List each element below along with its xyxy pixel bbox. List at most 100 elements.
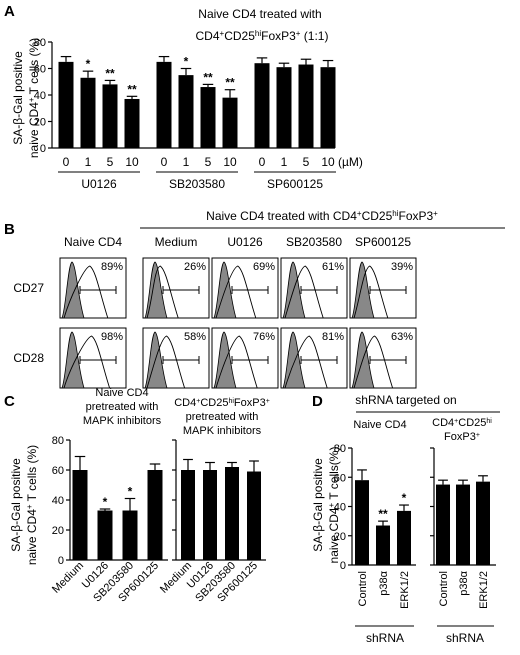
panel-c-left-y-tick-label: 0 — [58, 555, 64, 567]
flow-header: Naive CD4 treated with CD4+CD25hiFoxP3+ — [206, 209, 438, 224]
flow-histogram-cell: 26% — [142, 257, 210, 319]
panel-a-dose-label: 1 — [85, 155, 92, 169]
panel-a-dose-label: 5 — [107, 155, 114, 169]
panel-a-bar — [200, 87, 216, 148]
panel-b: B Naive CD4 treated with CD4+CD25hiFoxP3… — [4, 209, 505, 389]
stained-histogram — [353, 265, 389, 319]
panel-c-left-significance-label: * — [103, 495, 108, 509]
panel-a-dose-label: 1 — [281, 155, 288, 169]
panel-d-left-y-tick-label: 0 — [340, 560, 346, 572]
panel-d-right-category-label: ERK1/2 — [478, 571, 490, 609]
flow-column-header: SP600125 — [355, 235, 411, 249]
panel-c-right-bar — [181, 470, 195, 560]
panel-d-right-title-line1: CD4+CD25hi — [432, 417, 492, 429]
panel-c-left-bar — [97, 510, 113, 560]
stained-histogram — [284, 335, 328, 389]
panel-a-ylabel-line2: naive CD4+ T cells (%) — [27, 38, 42, 158]
panel-c: C Naive CD4 pretreated with MAPK inhibit… — [4, 387, 270, 604]
panel-c-left-y-tick-label: 80 — [52, 435, 64, 447]
panel-a-dose-label: 0 — [161, 155, 168, 169]
panel-a-title-line2: CD4+CD25hiFoxP3+ (1:1) — [196, 29, 329, 44]
panel-d-left-y-tick-label: 80 — [334, 443, 346, 455]
isotype-histogram — [144, 331, 168, 389]
panel-c-right-bar — [225, 467, 239, 560]
flow-percent-label: 63% — [391, 331, 413, 343]
flow-column-header: SB203580 — [286, 235, 342, 249]
panel-a-significance-label: ** — [225, 76, 235, 90]
flow-percent-label: 81% — [322, 331, 344, 343]
flow-histogram-cell: 89% — [59, 257, 127, 319]
flow-histogram-cell: 39% — [349, 257, 417, 319]
flow-column-header: Naive CD4 — [64, 235, 122, 249]
panel-d-left-significance-label: ** — [378, 507, 388, 521]
panel-c-left-y-tick-label: 40 — [52, 495, 64, 507]
panel-d-left-shrna-label: shRNA — [366, 631, 404, 645]
flow-percent-label: 39% — [391, 261, 413, 273]
panel-a-bar — [320, 67, 336, 148]
flow-percent-label: 26% — [184, 261, 206, 273]
panel-c-left-category-label: Medium — [50, 560, 86, 596]
panel-c-right-title-line2: pretreated with — [186, 411, 259, 423]
flow-histogram-cell: 61% — [280, 257, 348, 319]
isotype-histogram — [282, 331, 306, 389]
panel-d-left-category-label: ERK1/2 — [399, 571, 411, 609]
panel-a-significance-label: ** — [105, 66, 115, 80]
panel-a-group-label: SB203580 — [169, 177, 225, 191]
panel-a-bar — [276, 67, 292, 148]
flow-row-label: CD27 — [13, 281, 44, 295]
panel-a-bar — [102, 84, 118, 148]
flow-percent-label: 98% — [101, 331, 123, 343]
panel-d-left-y-tick-label: 20 — [334, 531, 346, 543]
flow-percent-label: 76% — [253, 331, 275, 343]
flow-row-label: CD28 — [13, 351, 44, 365]
panel-d-right-category-label: Control — [438, 571, 450, 606]
panel-label-a: A — [4, 3, 15, 20]
panel-a-bar — [222, 97, 238, 148]
flow-histogram-cell: 69% — [211, 257, 279, 319]
panel-a-significance-label: ** — [203, 70, 213, 84]
panel-a-ylabel-line1: SA-β-Gal positive — [11, 51, 25, 145]
panel-a-dose-label: 5 — [303, 155, 310, 169]
panel-label-d: D — [312, 393, 323, 410]
panel-a-bar — [124, 98, 140, 148]
panel-d-left-category-label: p38α — [378, 570, 390, 595]
flow-histogram-cell: 81% — [280, 327, 348, 389]
panel-a-bar — [80, 77, 96, 148]
stained-histogram — [146, 265, 179, 319]
panel-c-left-title-line2: pretreated with — [86, 401, 159, 413]
panel-d-right-bar — [436, 484, 450, 565]
flow-histogram-grid: Naive CD4 Medium U0126 SB203580 SP600125 CD27… — [13, 235, 417, 389]
panel-c-right-bar — [247, 471, 261, 560]
panel-c-left-title-line1: Naive CD4 — [95, 387, 148, 399]
panel-a-dose-label: 0 — [63, 155, 70, 169]
flow-histogram-cell: 58% — [142, 327, 210, 389]
panel-a-dose-label: 5 — [205, 155, 212, 169]
panel-c-right-title-line3: MAPK inhibitors — [183, 425, 262, 437]
panel-d-left-title: Naive CD4 — [353, 419, 406, 431]
panel-a-dose-label: 10 — [125, 155, 139, 169]
flow-percent-label: 61% — [322, 261, 344, 273]
panel-a-dose-label: 1 — [183, 155, 190, 169]
stained-histogram — [63, 335, 111, 389]
panel-a: A Naive CD4 treated with CD4+CD25hiFoxP3… — [4, 3, 363, 191]
panel-a-dose-label: 10 — [321, 155, 335, 169]
panel-c-left-y-tick-label: 20 — [52, 525, 64, 537]
panel-d-ylabel-line1: SA-β-Gal positive — [311, 458, 325, 552]
panel-d-right-bar — [456, 484, 470, 565]
panel-d-left-category-label: Control — [357, 571, 369, 606]
flow-histogram-cell: 76% — [211, 327, 279, 389]
flow-percent-label: 89% — [101, 261, 123, 273]
panel-a-y-tick-label: 20 — [34, 117, 46, 129]
stained-histogram — [284, 265, 324, 319]
panel-a-unit-label: (µM) — [338, 155, 363, 169]
panel-d-right-title-line2: FoxP3+ — [444, 431, 480, 443]
stained-histogram — [146, 335, 186, 389]
panel-a-y-tick-label: 60 — [34, 64, 46, 76]
stained-histogram — [215, 335, 258, 389]
panel-a-y-tick-label: 80 — [34, 37, 46, 49]
isotype-histogram — [61, 261, 85, 319]
panel-a-y-tick-label: 0 — [40, 143, 46, 155]
